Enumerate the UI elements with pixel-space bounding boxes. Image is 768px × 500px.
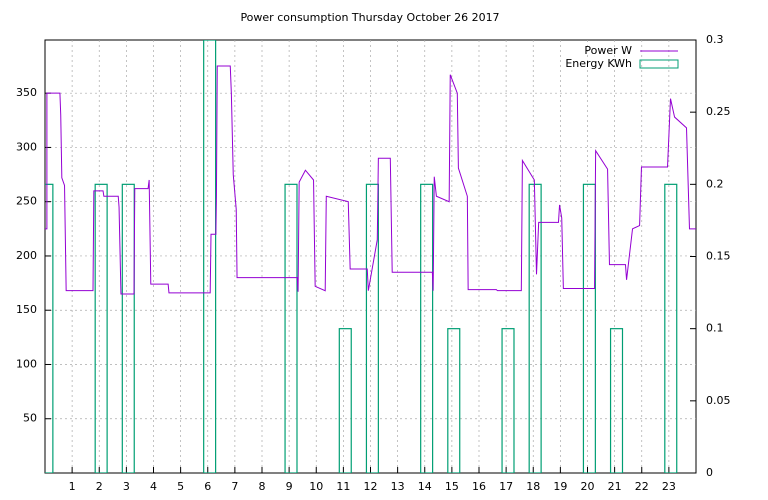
y2-tick-label: 0 xyxy=(706,466,713,479)
x-tick-label: 23 xyxy=(662,480,676,493)
x-tick-label: 22 xyxy=(635,480,649,493)
plot-area xyxy=(45,40,696,473)
x-tick-label: 17 xyxy=(499,480,513,493)
x-tick-label: 10 xyxy=(309,480,323,493)
x-tick-label: 15 xyxy=(445,480,459,493)
x-tick-label: 2 xyxy=(96,480,103,493)
legend-label: Energy KWh xyxy=(565,57,632,70)
energy-box xyxy=(501,328,515,473)
energy-box xyxy=(284,183,298,473)
y-tick-label: 350 xyxy=(16,86,37,99)
energy-box xyxy=(338,328,352,473)
x-tick-label: 7 xyxy=(231,480,238,493)
legend-swatch xyxy=(639,59,679,69)
y-tick-label: 150 xyxy=(16,303,37,316)
x-tick-label: 14 xyxy=(418,480,432,493)
x-tick-label: 1 xyxy=(69,480,76,493)
energy-box xyxy=(528,183,542,473)
x-tick-label: 16 xyxy=(472,480,486,493)
legend-label: Power W xyxy=(584,44,632,57)
x-tick-label: 13 xyxy=(391,480,405,493)
y2-tick-label: 0.1 xyxy=(706,322,724,335)
x-tick-label: 11 xyxy=(336,480,350,493)
chart-title: Power consumption Thursday October 26 20… xyxy=(240,11,499,24)
x-tick-label: 5 xyxy=(177,480,184,493)
x-tick-label: 21 xyxy=(608,480,622,493)
energy-box xyxy=(94,183,108,473)
energy-box xyxy=(420,183,434,473)
energy-box xyxy=(664,183,678,473)
energy-box xyxy=(365,183,379,473)
energy-box xyxy=(609,328,624,473)
x-tick-label: 6 xyxy=(204,480,211,493)
y2-tick-label: 0.25 xyxy=(706,105,731,118)
x-tick-label: 12 xyxy=(364,480,378,493)
y2-tick-label: 0.05 xyxy=(706,394,731,407)
y2-tick-label: 0.2 xyxy=(706,177,724,190)
x-tick-label: 20 xyxy=(581,480,595,493)
energy-box xyxy=(447,328,461,473)
y-tick-label: 200 xyxy=(16,249,37,262)
energy-box xyxy=(203,40,217,473)
x-tick-label: 19 xyxy=(553,480,567,493)
x-tick-label: 4 xyxy=(150,480,157,493)
y-tick-label: 50 xyxy=(23,412,37,425)
x-tick-label: 3 xyxy=(123,480,130,493)
y2-tick-label: 0.15 xyxy=(706,250,731,263)
y-tick-label: 300 xyxy=(16,140,37,153)
y-tick-label: 250 xyxy=(16,195,37,208)
x-tick-label: 8 xyxy=(259,480,266,493)
energy-box xyxy=(121,183,135,473)
x-tick-label: 9 xyxy=(286,480,293,493)
energy-box xyxy=(582,183,596,473)
power-line xyxy=(45,65,696,295)
y2-tick-label: 0.3 xyxy=(706,33,724,46)
y-tick-label: 100 xyxy=(16,357,37,370)
x-tick-label: 18 xyxy=(526,480,540,493)
